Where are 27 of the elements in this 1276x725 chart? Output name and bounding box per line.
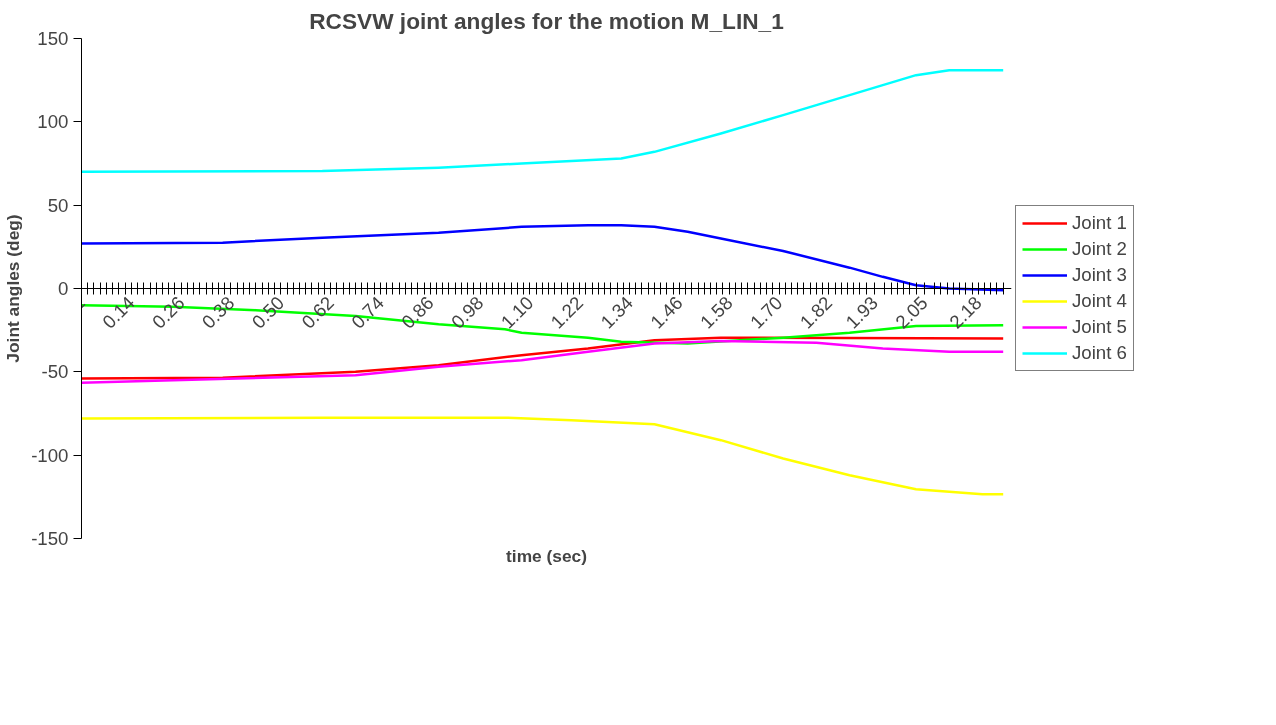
legend-label: Joint 4 [1072, 290, 1127, 312]
y-tick-label: -100 [31, 444, 69, 466]
legend-label: Joint 1 [1072, 212, 1127, 234]
x-tick-label: 0.74 [347, 292, 388, 333]
y-tick-label: 50 [47, 194, 69, 216]
y-tick-label: 0 [58, 278, 69, 299]
x-tick-label: 0.14 [98, 292, 139, 333]
x-tick-label: 0.26 [148, 292, 189, 333]
x-tick-label: 0.86 [397, 292, 438, 333]
y-tick-label: -50 [41, 361, 69, 383]
legend-label: Joint 6 [1072, 342, 1127, 364]
legend-label: Joint 5 [1072, 316, 1127, 338]
chart-title: RCSVW joint angles for the motion M_LIN_1 [309, 7, 784, 34]
y-axis-title: Joint angles (deg) [3, 214, 24, 363]
legend-label: Joint 3 [1072, 264, 1127, 286]
x-tick-label: 0.38 [197, 292, 239, 333]
y-tick-label: 150 [37, 28, 69, 49]
x-axis-title: time (sec) [506, 545, 587, 566]
legend-label: Joint 2 [1072, 238, 1127, 260]
line-series [81, 68, 1005, 174]
y-tick-label: 100 [37, 111, 69, 133]
x-tick-label: 0.62 [297, 292, 339, 333]
line-series [81, 416, 1005, 496]
x-tick-label: 0.98 [446, 292, 488, 333]
line-series [81, 223, 1005, 292]
x-tick-label: 0.50 [247, 292, 289, 333]
y-tick-label: -150 [31, 528, 69, 549]
